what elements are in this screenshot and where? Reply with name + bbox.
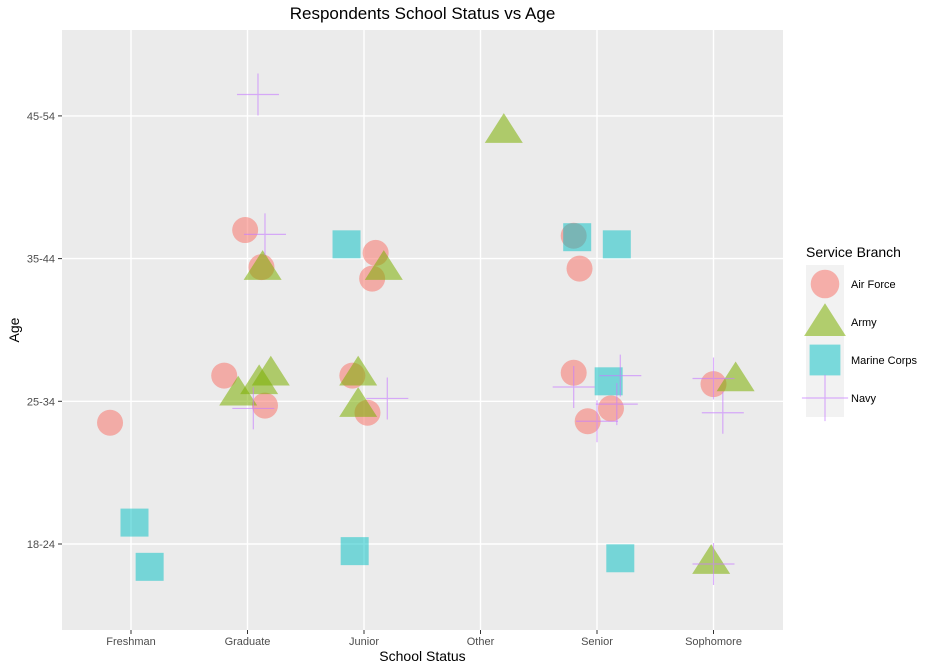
data-point-marine-corps: [332, 230, 361, 259]
x-tick-label: Sophomore: [685, 636, 742, 648]
data-point-navy: [236, 73, 279, 116]
data-point-navy: [595, 383, 638, 426]
data-point-army: [243, 250, 282, 280]
x-tick-label: Junior: [349, 636, 379, 648]
x-axis-label: School Status: [379, 648, 466, 664]
data-point-navy: [232, 387, 275, 430]
y-tick-label: 35-44: [27, 254, 55, 266]
legend-title: Service Branch: [806, 244, 901, 260]
data-point-marine-corps: [602, 230, 631, 259]
y-tick-label: 25-34: [27, 396, 55, 408]
legend-key-navy: [801, 374, 849, 422]
data-point-army: [219, 375, 258, 406]
data-point-air-force: [232, 217, 259, 244]
data-point-navy: [552, 366, 595, 409]
data-point-air-force: [597, 395, 624, 422]
data-point-navy: [692, 542, 735, 585]
data-point-navy: [576, 400, 618, 443]
data-point-navy: [243, 213, 286, 256]
data-point-marine-corps: [606, 544, 635, 573]
data-point-air-force: [97, 409, 124, 436]
chart-title: Respondents School Status vs Age: [289, 4, 556, 23]
plot-panel: [62, 30, 783, 630]
data-point-marine-corps: [594, 367, 623, 396]
data-point-marine-corps: [563, 223, 592, 252]
data-point-navy: [599, 354, 642, 397]
data-point-air-force: [211, 362, 238, 389]
data-point-air-force: [251, 392, 278, 419]
legend-key-air-force: [810, 269, 840, 299]
x-tick-label: Freshman: [106, 636, 156, 648]
legend-label-army: Army: [851, 317, 877, 329]
data-point-army: [339, 355, 378, 386]
data-point-navy: [701, 391, 744, 434]
y-tick-label: 18-24: [27, 539, 55, 551]
x-tick-label: Graduate: [225, 636, 271, 648]
data-point-army: [716, 361, 755, 392]
legend-label-air-force: Air Force: [851, 279, 896, 291]
data-point-army: [692, 544, 731, 574]
data-point-navy: [692, 357, 735, 400]
data-point-air-force: [566, 255, 593, 282]
y-tick-label: 45-54: [27, 111, 55, 123]
data-point-army: [240, 364, 279, 395]
legend-label-marine-corps: Marine Corps: [851, 355, 918, 367]
legend-label-navy: Navy: [851, 393, 877, 405]
data-point-army: [339, 387, 378, 417]
legend-key-marine-corps: [809, 344, 841, 376]
data-point-marine-corps: [135, 552, 164, 581]
x-tick-label: Senior: [581, 636, 613, 648]
data-point-army: [364, 250, 403, 280]
data-point-marine-corps: [120, 508, 149, 537]
data-point-army: [484, 113, 523, 143]
data-point-navy: [366, 377, 409, 420]
data-point-marine-corps: [340, 537, 369, 566]
x-tick-label: Other: [467, 636, 495, 648]
legend-key-army: [804, 303, 846, 337]
